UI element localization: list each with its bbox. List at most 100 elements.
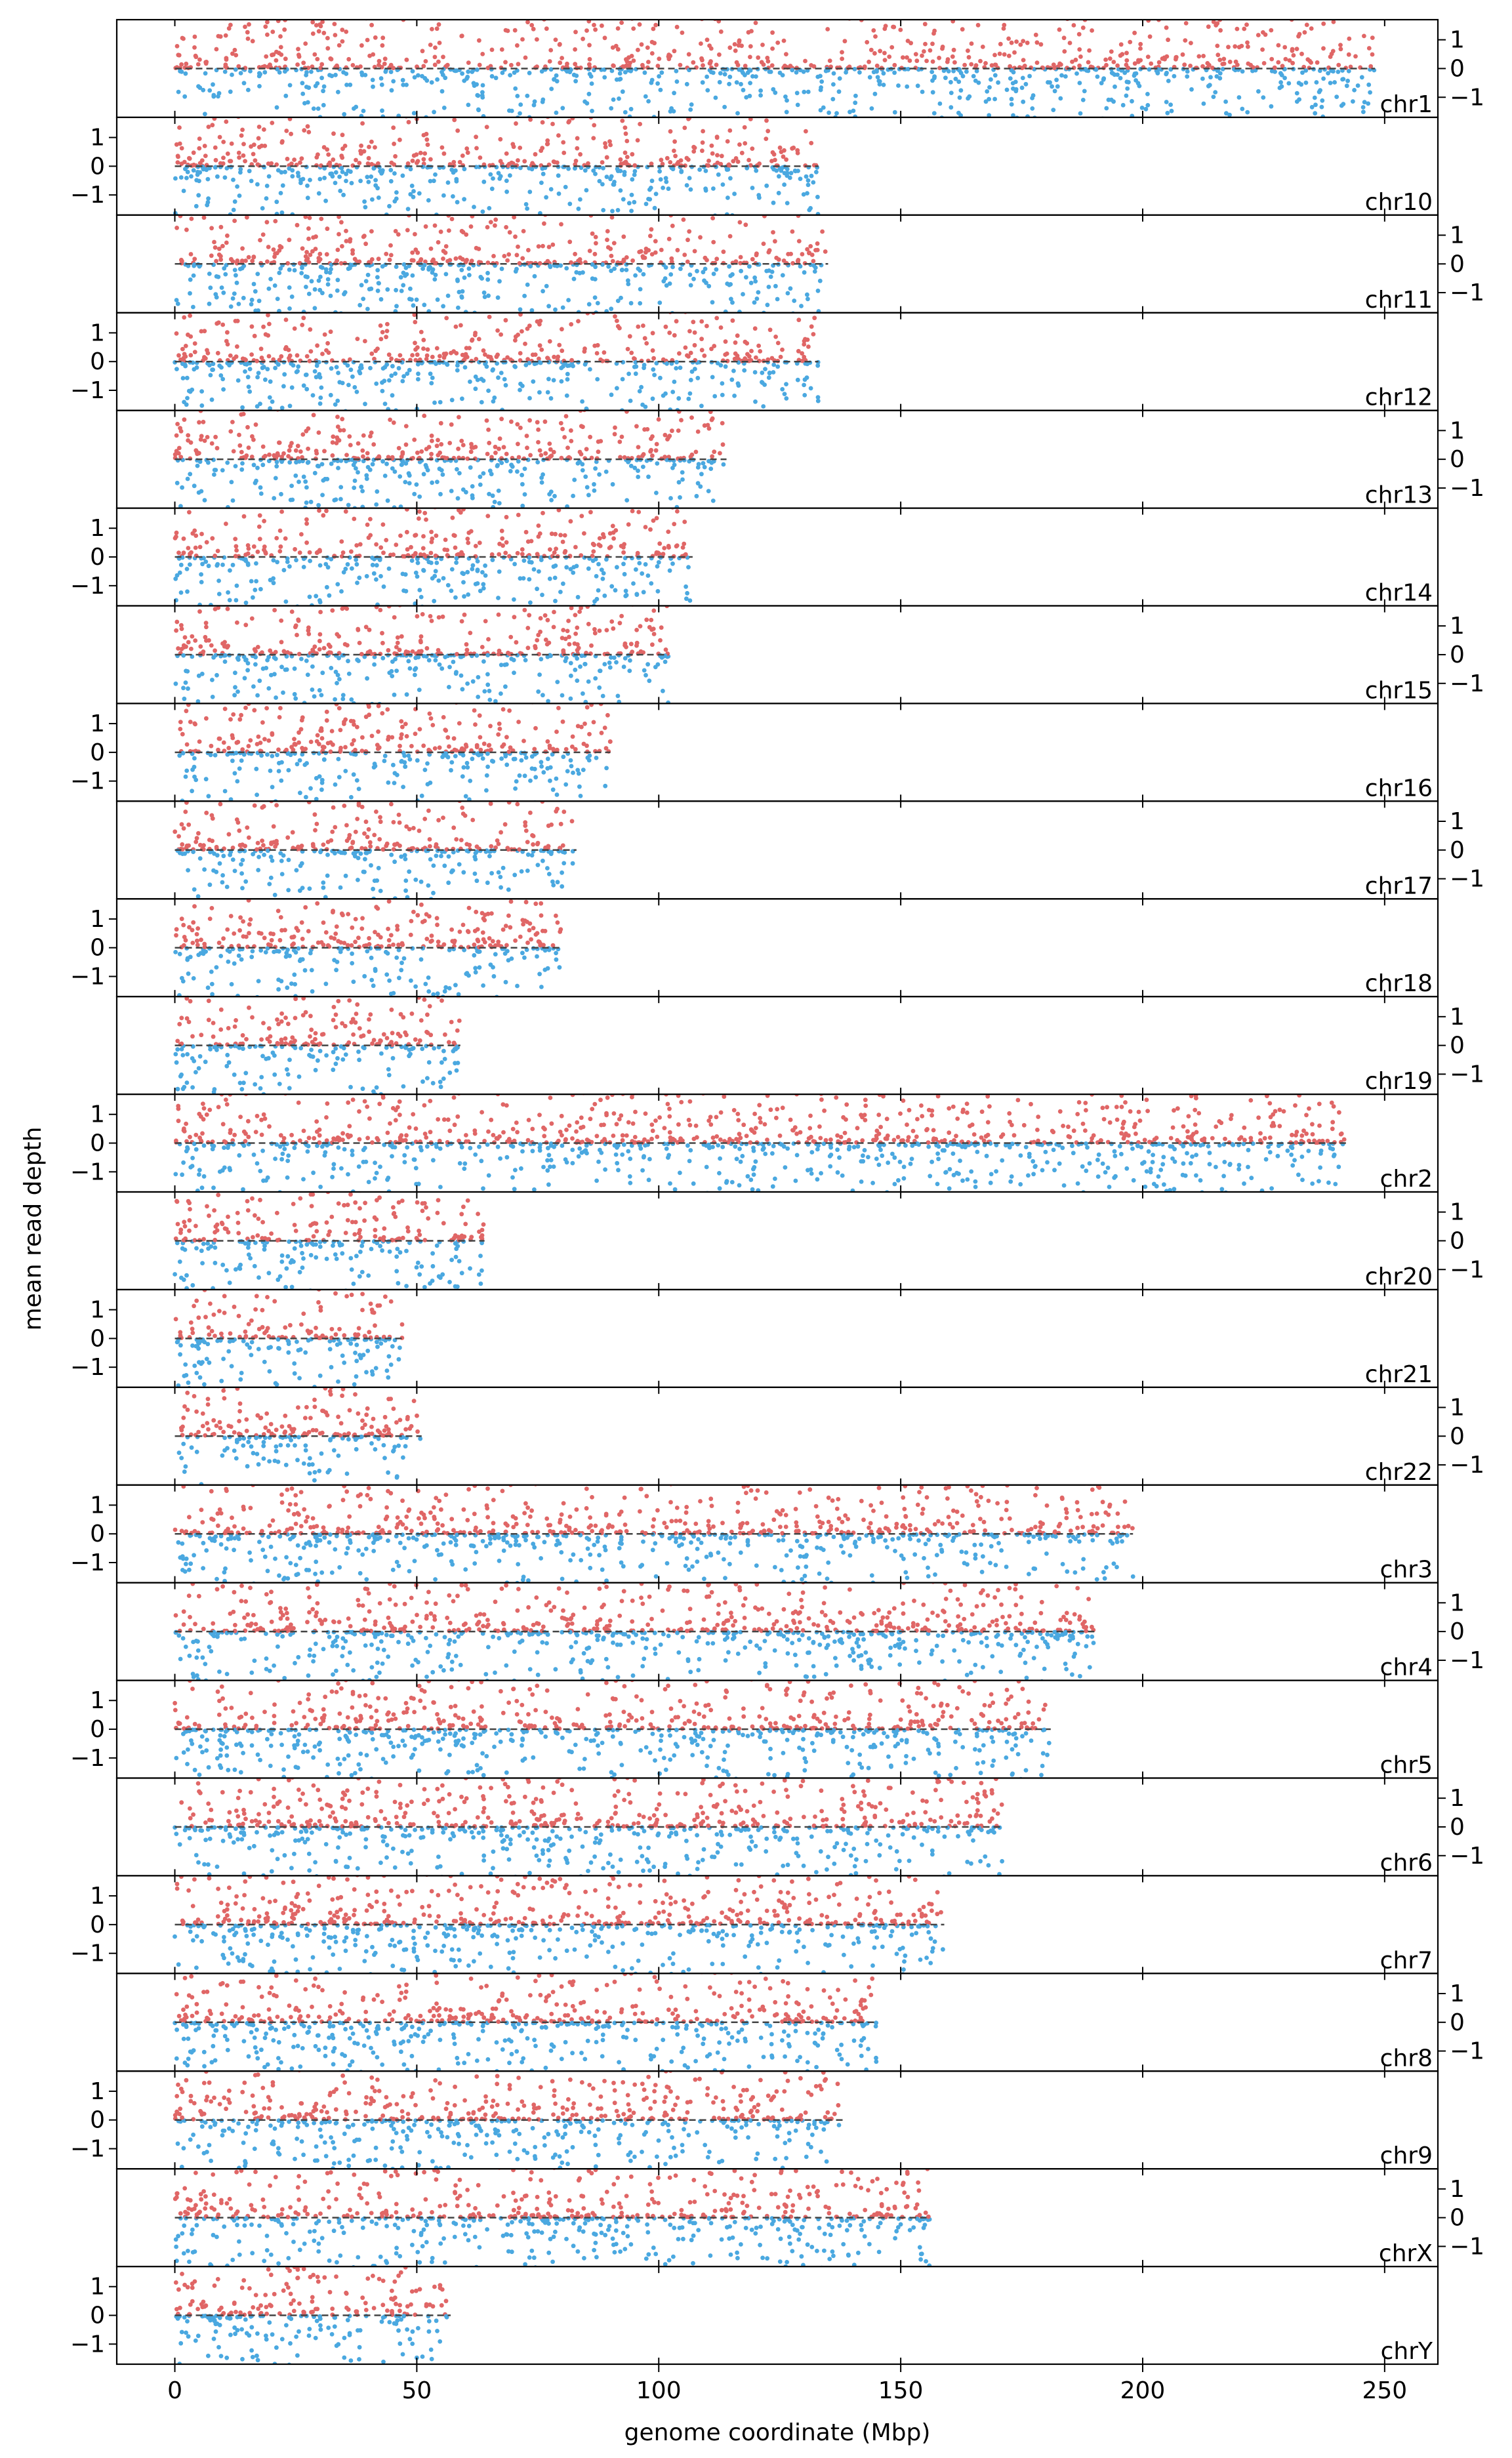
data-point	[468, 224, 474, 229]
data-point	[352, 385, 358, 390]
data-point	[230, 296, 235, 301]
data-point	[418, 638, 423, 644]
data-point	[1025, 40, 1030, 45]
data-point	[777, 174, 781, 179]
data-point	[1336, 70, 1341, 74]
data-point	[249, 302, 254, 307]
data-point	[766, 375, 771, 380]
data-point	[324, 252, 329, 257]
data-point	[454, 556, 459, 561]
data-point	[432, 598, 437, 604]
data-point	[441, 256, 445, 261]
data-point	[667, 434, 672, 438]
data-point	[560, 693, 565, 698]
data-point	[339, 154, 344, 158]
data-point	[1321, 76, 1326, 81]
data-point	[1019, 85, 1025, 91]
data-point	[369, 229, 374, 234]
data-point	[659, 247, 664, 253]
data-point	[487, 697, 493, 703]
data-point	[771, 87, 776, 92]
data-point	[817, 278, 823, 283]
data-point	[891, 24, 895, 30]
data-point	[411, 194, 416, 199]
data-point	[299, 271, 304, 276]
data-point	[380, 630, 384, 636]
data-point	[379, 82, 384, 87]
data-point	[777, 166, 783, 171]
data-point	[253, 289, 258, 294]
data-point	[481, 179, 487, 184]
data-point	[518, 388, 522, 392]
data-point	[834, 111, 839, 116]
y-tick-label: 0	[1450, 251, 1465, 277]
data-point	[780, 347, 785, 352]
data-point	[1317, 68, 1322, 73]
data-point	[408, 192, 413, 197]
data-point	[808, 386, 813, 391]
data-point	[561, 140, 566, 145]
data-point	[384, 362, 390, 367]
data-point	[252, 333, 257, 338]
data-point	[257, 83, 262, 89]
data-point	[345, 643, 350, 647]
data-point	[236, 150, 241, 155]
data-point	[536, 440, 541, 445]
data-point	[454, 560, 459, 565]
data-point	[695, 429, 701, 434]
data-point	[390, 363, 395, 369]
data-point	[233, 464, 238, 468]
data-point	[937, 55, 941, 60]
data-point	[1347, 36, 1352, 41]
data-point	[409, 544, 413, 550]
data-point	[497, 569, 502, 574]
data-point	[525, 357, 530, 361]
data-point	[470, 484, 475, 489]
data-point	[183, 680, 188, 685]
data-point	[354, 466, 358, 471]
data-point	[527, 418, 532, 423]
data-point	[504, 514, 509, 520]
data-point	[340, 39, 345, 44]
data-point	[658, 375, 663, 380]
data-point	[328, 392, 333, 398]
data-point	[689, 415, 694, 420]
data-point	[784, 382, 788, 386]
data-point	[426, 265, 432, 270]
data-point	[692, 249, 697, 254]
data-point	[663, 659, 668, 665]
data-point	[733, 340, 738, 345]
data-point	[630, 508, 635, 514]
data-point	[429, 433, 434, 438]
data-point	[210, 367, 215, 373]
data-point	[428, 371, 433, 377]
data-point	[209, 253, 214, 258]
data-point	[723, 364, 728, 369]
data-point	[179, 257, 184, 262]
data-point	[663, 391, 668, 396]
data-point	[556, 191, 562, 196]
data-point	[336, 466, 340, 470]
data-point	[756, 290, 761, 295]
data-point	[682, 541, 687, 546]
data-point	[692, 146, 697, 150]
data-point	[1245, 110, 1250, 115]
data-point	[1009, 102, 1014, 107]
data-point	[395, 635, 400, 640]
data-point	[351, 462, 356, 468]
data-point	[378, 545, 384, 550]
data-point	[421, 472, 426, 477]
data-point	[337, 677, 342, 682]
data-point	[649, 178, 655, 184]
data-point	[180, 346, 185, 352]
data-point	[401, 283, 406, 288]
data-point	[264, 54, 269, 59]
y-tick-label: 1	[90, 515, 105, 542]
data-point	[1124, 12, 1129, 16]
data-point	[1294, 99, 1299, 104]
data-point	[649, 252, 655, 256]
data-point	[1021, 39, 1026, 43]
data-point	[573, 667, 578, 672]
data-point	[441, 193, 446, 198]
data-point	[752, 326, 758, 331]
